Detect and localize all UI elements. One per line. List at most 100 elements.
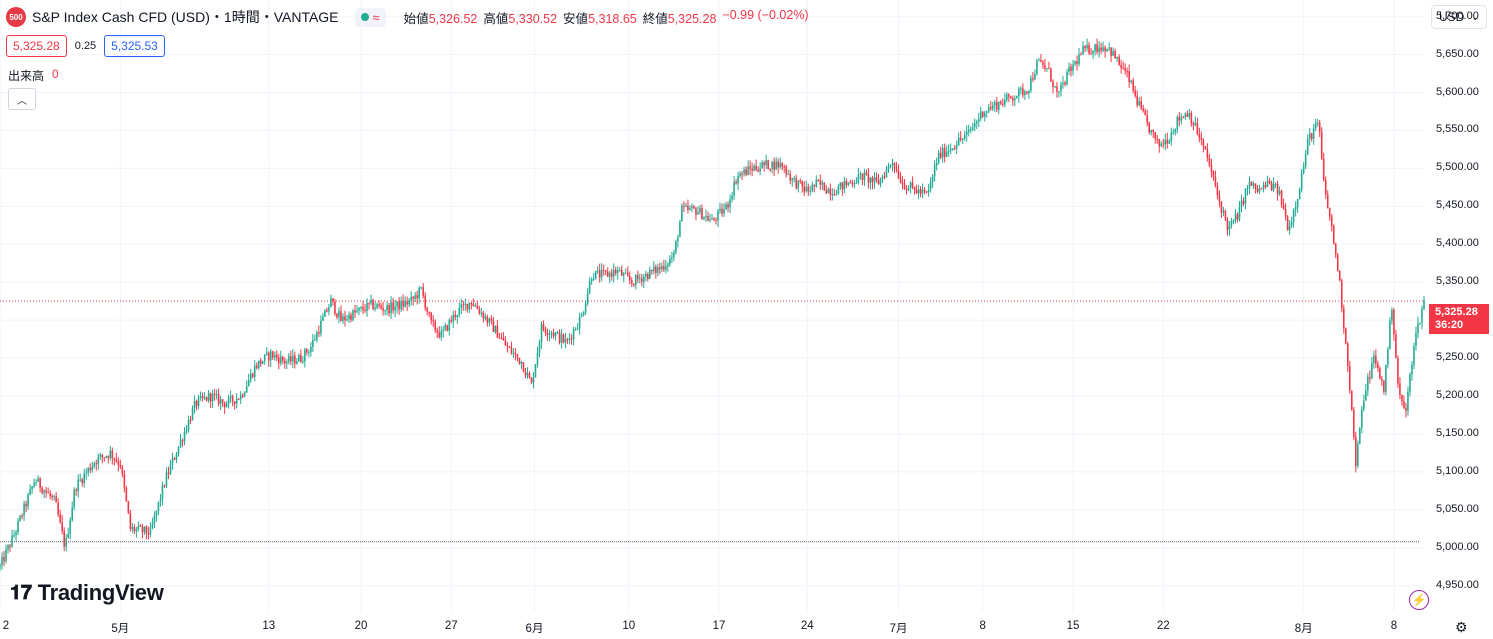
volume-value: 0: [52, 67, 59, 81]
candle-body: [506, 345, 509, 347]
candle-body: [139, 525, 142, 527]
candle-body: [998, 101, 1000, 110]
candle-body: [151, 523, 154, 528]
candle-body: [440, 331, 443, 338]
sell-price-button[interactable]: 5,325.28: [6, 35, 67, 57]
candle-body: [636, 275, 639, 279]
lightning-icon[interactable]: ⚡: [1409, 590, 1429, 610]
candle-body: [1146, 115, 1149, 123]
candle-body: [1178, 116, 1181, 121]
candle-body: [963, 134, 966, 139]
symbol-title[interactable]: S&P Index Cash CFD (USD)・1時間・VANTAGE: [32, 9, 339, 25]
approx-icon: ≈: [372, 9, 380, 25]
candle-body: [460, 304, 463, 309]
ohlc-value: 5,318.65: [588, 11, 637, 26]
candle-body: [209, 393, 212, 402]
settings-gear-icon[interactable]: ⚙: [1455, 619, 1468, 635]
candle-body: [857, 174, 860, 183]
candle-body: [452, 314, 455, 322]
candle-body: [907, 187, 910, 190]
candle-body: [917, 189, 920, 194]
candle-body: [1210, 165, 1213, 172]
tradingview-logo[interactable]: 𝟏𝟕 TradingView: [10, 580, 164, 606]
candle-body: [961, 138, 964, 140]
candle-body: [739, 173, 741, 177]
symbol-logo-icon[interactable]: 500: [6, 7, 26, 27]
candle-body: [253, 365, 256, 377]
candle-body: [1310, 133, 1313, 139]
candle-body: [576, 328, 579, 330]
candle-body: [1296, 199, 1299, 207]
candle-body: [512, 353, 515, 355]
candle-body: [1314, 123, 1317, 129]
candle-body: [931, 176, 934, 182]
candle-body: [1290, 221, 1293, 226]
candle-body: [115, 459, 118, 462]
candle-body: [444, 325, 447, 330]
candle-body: [723, 208, 725, 214]
candle-body: [855, 182, 858, 184]
candle-body: [1236, 214, 1239, 220]
candle-body: [1170, 132, 1173, 142]
candle-body: [1363, 400, 1365, 410]
candle-body: [877, 180, 880, 185]
candle-body: [77, 479, 80, 491]
candle-body: [544, 329, 547, 334]
candle-body: [873, 177, 876, 183]
candle-body: [913, 186, 916, 190]
candle-body: [284, 360, 286, 364]
candle-body: [803, 186, 806, 192]
candle-body: [1222, 210, 1225, 213]
ohlc-item: 高値5,330.52: [483, 8, 557, 27]
spread-value: 0.25: [74, 40, 97, 52]
candle-body: [620, 269, 623, 276]
candle-body: [368, 302, 370, 304]
candle-body: [721, 208, 723, 214]
collapse-legend-button[interactable]: ︿: [8, 88, 36, 110]
candle-body: [548, 333, 551, 335]
candle-body: [454, 314, 457, 318]
candle-body: [881, 176, 884, 179]
candle-body: [985, 111, 988, 113]
candle-body: [526, 373, 529, 376]
candle-body: [1050, 68, 1052, 82]
candle-body: [502, 338, 505, 341]
candle-body: [701, 207, 703, 220]
candle-body: [1346, 343, 1349, 367]
candle-body: [1004, 99, 1006, 105]
candle-body: [969, 129, 972, 131]
candle-body: [113, 458, 116, 460]
market-status[interactable]: ≈: [354, 7, 386, 27]
candle-body: [564, 339, 567, 343]
candle-body: [847, 182, 850, 186]
candle-body: [508, 346, 511, 348]
candle-body: [141, 526, 144, 533]
candle-body: [1276, 183, 1279, 194]
candle-body: [410, 297, 412, 301]
ohlc-value: −0.99 (−0.02%): [722, 7, 809, 22]
currency-select[interactable]: USD ⌄: [1431, 5, 1487, 29]
candle-body: [131, 527, 134, 529]
candle-body: [1318, 122, 1321, 133]
price-tick-label: 5,700.00: [1436, 9, 1479, 22]
candle-body: [715, 219, 717, 221]
candle-body: [143, 526, 146, 533]
candle-body: [1032, 78, 1034, 80]
candle-body: [191, 408, 194, 421]
candle-body: [681, 205, 683, 222]
candle-body: [643, 276, 645, 282]
candle-body: [271, 351, 274, 358]
time-tick-label: 17: [712, 620, 726, 632]
candle-body: [825, 190, 828, 194]
candle-body: [757, 169, 759, 172]
candle-body: [1324, 180, 1327, 195]
candle-body: [669, 258, 671, 265]
candle-body: [436, 330, 439, 333]
candle-body: [298, 354, 300, 362]
candle-body: [372, 299, 374, 310]
candle-body: [574, 329, 577, 331]
candle-body: [763, 162, 765, 166]
candle-body: [482, 312, 485, 319]
buy-price-button[interactable]: 5,325.53: [104, 35, 165, 57]
